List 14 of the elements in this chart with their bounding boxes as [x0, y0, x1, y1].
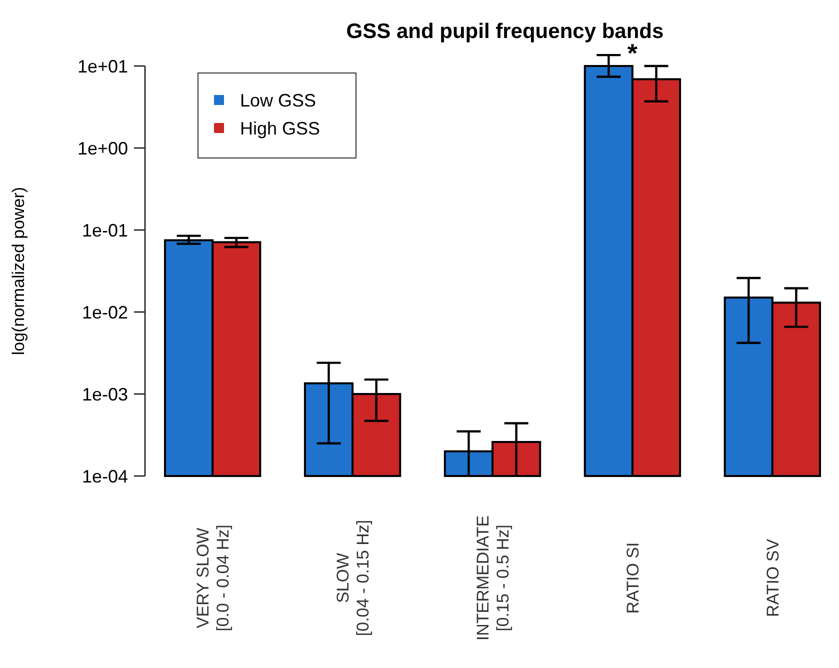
x-tick-label: INTERMEDIATE [0.15 - 0.5 Hz] — [474, 515, 512, 641]
y-tick-label: 1e+00 — [77, 138, 128, 158]
legend-label: High GSS — [240, 118, 320, 138]
x-tick-label: RATIO SV — [763, 538, 782, 618]
x-tick-label: VERY SLOW [0.0 - 0.04 Hz] — [194, 524, 233, 632]
x-tick-label: RATIO SI — [623, 542, 642, 614]
legend-label: Low GSS — [240, 90, 316, 110]
y-tick-label: 1e-01 — [82, 220, 128, 240]
y-tick-label: 1e+01 — [77, 56, 128, 76]
y-tick-label: 1e-03 — [82, 384, 128, 404]
y-tick-label: 1e-04 — [82, 466, 128, 486]
y-tick-label: 1e-02 — [82, 302, 128, 322]
y-axis-title: log(normalized power) — [9, 186, 28, 356]
x-tick-label: SLOW [0.04 - 0.15 Hz] — [334, 520, 373, 636]
